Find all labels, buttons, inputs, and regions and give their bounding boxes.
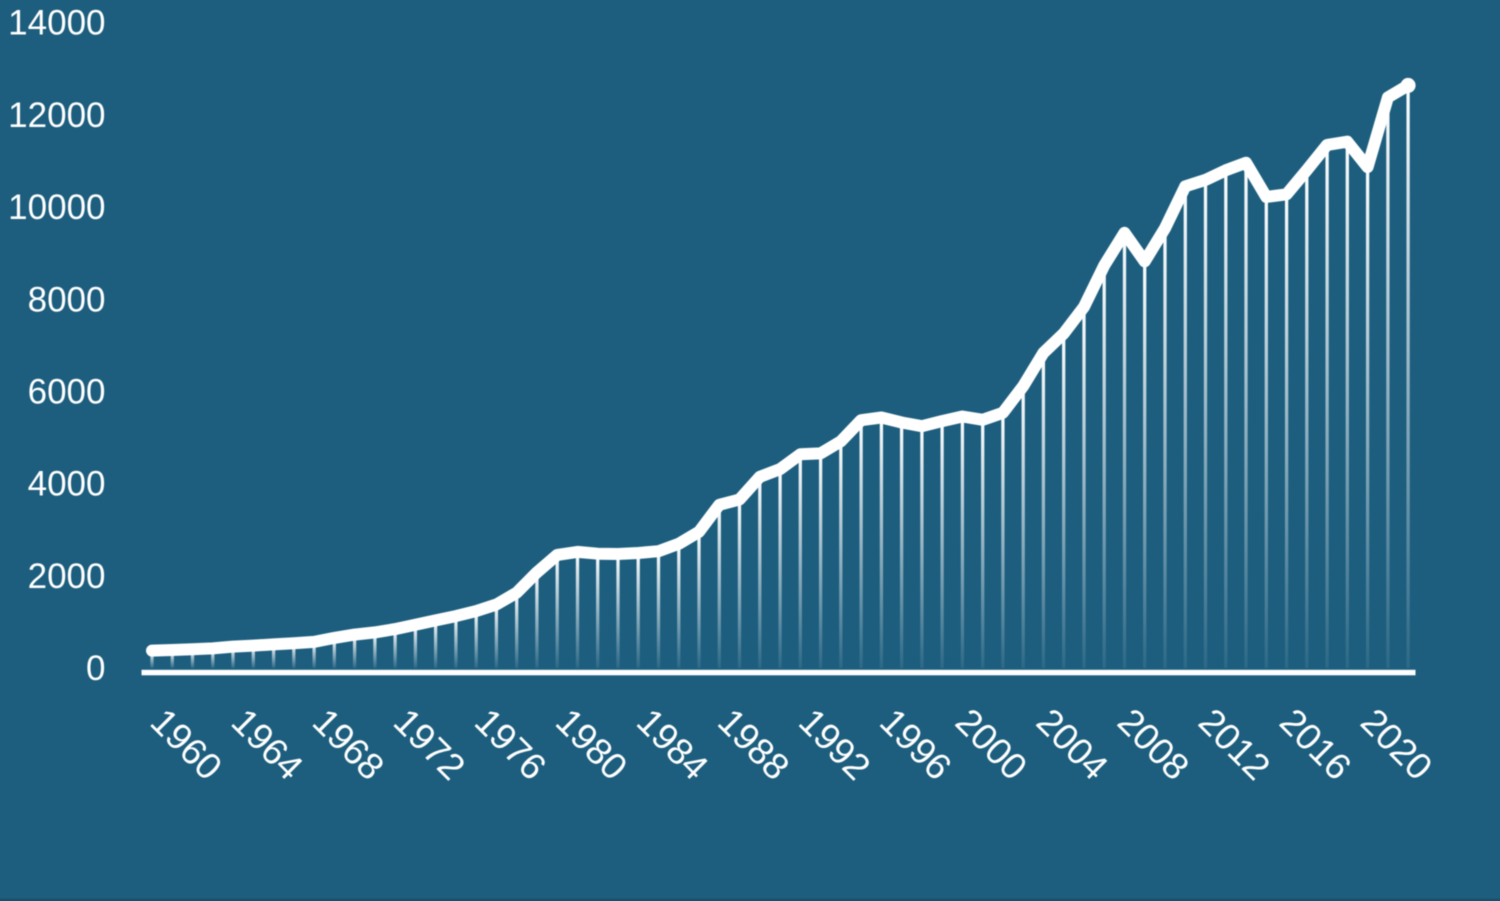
svg-text:14000: 14000 [8, 4, 105, 43]
svg-text:2000: 2000 [28, 557, 106, 596]
svg-text:4000: 4000 [28, 465, 106, 504]
svg-text:10000: 10000 [8, 188, 105, 227]
svg-text:6000: 6000 [28, 373, 106, 412]
svg-text:8000: 8000 [28, 280, 106, 319]
svg-text:12000: 12000 [8, 96, 105, 135]
svg-text:0: 0 [86, 649, 105, 688]
